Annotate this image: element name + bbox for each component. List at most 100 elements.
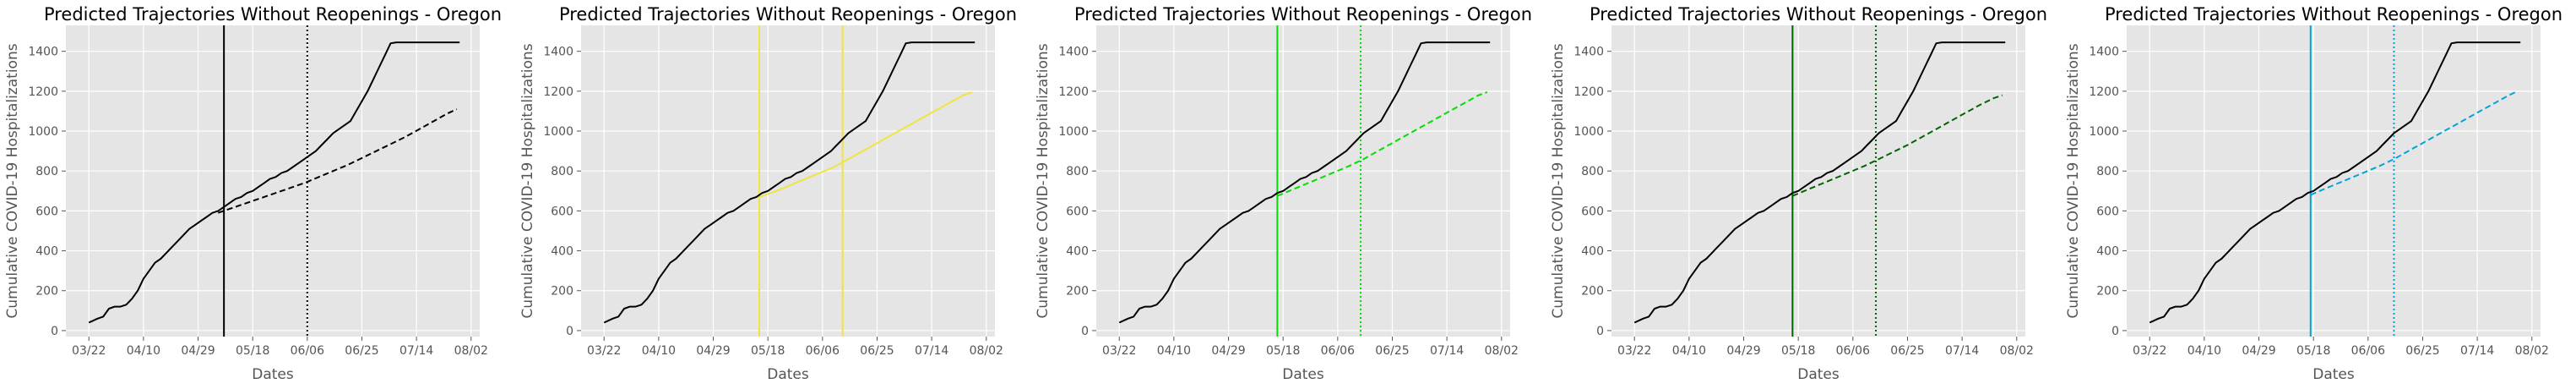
y-tick-label: 1000 [1573, 125, 1604, 139]
predicted-series-line [1277, 91, 1488, 197]
x-axis-label: Dates [1797, 366, 1840, 383]
x-tick-label: 08/02 [454, 344, 488, 358]
y-axis-label: Cumulative COVID-19 Hospitalizations [519, 43, 536, 318]
observed-series-line [88, 41, 460, 324]
y-tick-label: 800 [551, 165, 573, 178]
x-tick-label: 07/14 [1430, 344, 1464, 358]
y-tick-label: 1400 [1573, 46, 1604, 59]
x-tick-label: 06/06 [1321, 344, 1355, 358]
x-tick-label: 06/06 [291, 344, 324, 358]
y-tick-label: 800 [1066, 165, 1089, 178]
y-tick-label: 0 [1596, 325, 1604, 338]
plot-marks [88, 25, 460, 337]
x-tick-label: 04/29 [2242, 344, 2275, 358]
x-tick-label: 07/14 [915, 344, 948, 358]
x-tick-label: 03/22 [587, 344, 621, 358]
y-tick-label: 200 [2096, 285, 2119, 299]
x-tick-label: 07/14 [1945, 344, 1979, 358]
y-tick-label: 1200 [2089, 85, 2119, 99]
y-tick-label: 600 [1581, 205, 1604, 218]
x-tick-label: 08/02 [2000, 344, 2034, 358]
y-tick-label: 1400 [543, 46, 573, 59]
plot-marks [1633, 25, 2006, 337]
x-tick-label: 04/29 [1211, 344, 1245, 358]
grid [1611, 25, 2025, 337]
x-axis-label: Dates [767, 366, 809, 383]
y-tick-label: 1000 [2089, 125, 2119, 139]
y-tick-label: 400 [551, 245, 573, 259]
y-tick-label: 800 [1581, 165, 1604, 178]
x-tick-label: 03/22 [1617, 344, 1651, 358]
x-tick-label: 03/22 [72, 344, 106, 358]
x-tick-label: 06/06 [1836, 344, 1870, 358]
x-axis-label: Dates [252, 366, 294, 383]
y-axis-label: Cumulative COVID-19 Hospitalizations [1035, 43, 1052, 318]
chart-panel-2: Predicted Trajectories Without Reopening… [519, 4, 1017, 383]
grid [2127, 25, 2541, 337]
x-tick-label: 08/02 [2515, 344, 2549, 358]
y-tick-label: 0 [51, 325, 58, 338]
y-tick-label: 0 [1081, 325, 1089, 338]
predicted-series-line [1792, 94, 2003, 197]
x-tick-label: 07/14 [2460, 344, 2494, 358]
grid [581, 25, 995, 337]
x-tick-label: 04/10 [642, 344, 676, 358]
y-tick-label: 600 [1066, 205, 1089, 218]
plot-marks [2149, 25, 2521, 337]
x-tick-label: 05/18 [236, 344, 269, 358]
y-tick-label: 1400 [1058, 46, 1089, 59]
y-tick-label: 1400 [28, 46, 58, 59]
predicted-series-line [2310, 90, 2519, 196]
plot-area [581, 25, 995, 337]
y-tick-label: 1200 [28, 85, 58, 99]
x-tick-label: 06/06 [806, 344, 840, 358]
x-tick-label: 06/25 [2405, 344, 2439, 358]
x-axis-label: Dates [2312, 366, 2355, 383]
y-tick-label: 200 [35, 285, 58, 299]
plot-marks [603, 25, 976, 337]
chart-panel-4: Predicted Trajectories Without Reopening… [1550, 4, 2047, 383]
plot-area [1096, 25, 1510, 337]
y-tick-label: 800 [35, 165, 58, 178]
x-tick-label: 06/06 [2351, 344, 2385, 358]
x-tick-label: 04/10 [127, 344, 160, 358]
observed-series-line [1633, 41, 2006, 324]
x-tick-label: 04/29 [1726, 344, 1760, 358]
x-tick-label: 05/18 [751, 344, 785, 358]
y-tick-label: 400 [35, 245, 58, 259]
chart-title: Predicted Trajectories Without Reopening… [1590, 4, 2047, 25]
observed-series-line [603, 41, 976, 324]
x-tick-label: 06/25 [1375, 344, 1409, 358]
y-tick-label: 200 [551, 285, 573, 299]
y-tick-label: 1200 [1573, 85, 1604, 99]
y-tick-label: 1000 [1058, 125, 1089, 139]
x-tick-label: 05/18 [1266, 344, 1300, 358]
x-tick-label: 06/25 [345, 344, 378, 358]
y-tick-label: 600 [35, 205, 58, 218]
y-tick-label: 400 [1066, 245, 1089, 259]
plot-area [66, 25, 480, 337]
y-tick-label: 1000 [28, 125, 58, 139]
x-axis-label: Dates [1282, 366, 1324, 383]
plot-area [2127, 25, 2541, 337]
plot-marks [1118, 25, 1491, 337]
x-tick-label: 04/10 [1672, 344, 1706, 358]
y-tick-label: 1200 [543, 85, 573, 99]
y-tick-label: 1200 [1058, 85, 1089, 99]
y-tick-label: 1400 [2089, 46, 2119, 59]
chart-title: Predicted Trajectories Without Reopening… [44, 4, 502, 25]
plot-area [1611, 25, 2025, 337]
x-tick-label: 03/22 [2133, 344, 2166, 358]
chart-panel-1: Predicted Trajectories Without Reopening… [4, 4, 502, 383]
x-tick-label: 05/18 [2296, 344, 2330, 358]
y-tick-label: 400 [2096, 245, 2119, 259]
predicted-series-line [758, 91, 973, 198]
y-tick-label: 0 [566, 325, 573, 338]
observed-series-line [1118, 41, 1491, 324]
y-tick-label: 200 [1581, 285, 1604, 299]
x-tick-label: 04/10 [1157, 344, 1191, 358]
x-tick-label: 06/25 [860, 344, 894, 358]
chart-panel-5: Predicted Trajectories Without Reopening… [2065, 4, 2562, 383]
y-tick-label: 0 [2111, 325, 2119, 338]
